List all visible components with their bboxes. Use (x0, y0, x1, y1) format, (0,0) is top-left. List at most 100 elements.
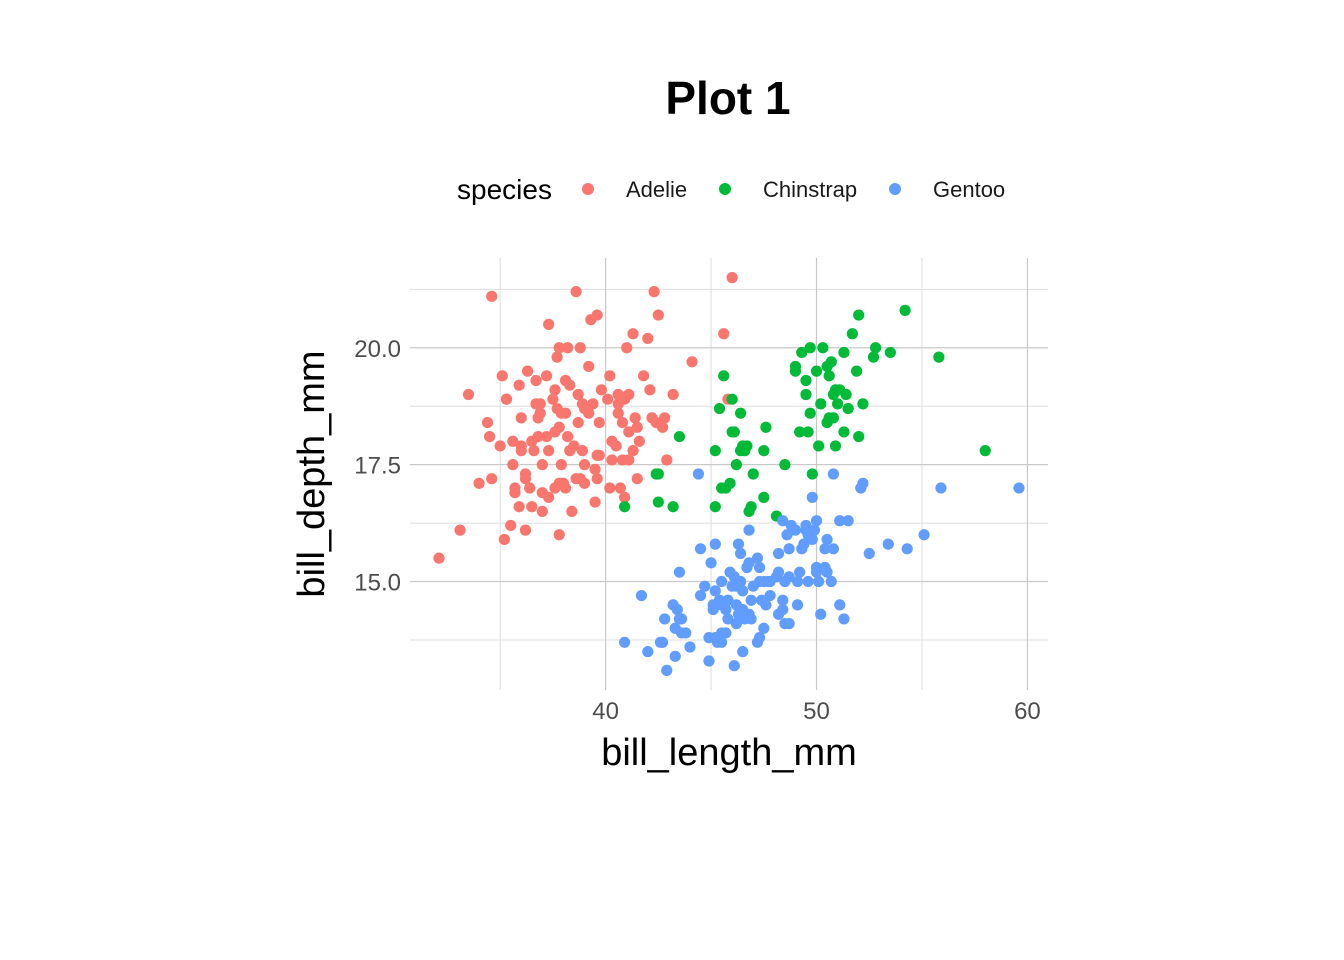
point-adelie (648, 286, 660, 298)
point-adelie (462, 388, 475, 401)
point-gentoo (684, 641, 696, 653)
point-gentoo (726, 580, 738, 592)
point-gentoo (716, 636, 728, 648)
point-gentoo (783, 571, 795, 583)
point-adelie (473, 477, 485, 489)
point-chinstrap (857, 398, 869, 410)
point-gentoo (815, 608, 827, 620)
point-chinstrap (800, 374, 812, 387)
point-adelie (642, 332, 654, 345)
point-gentoo (1013, 482, 1025, 494)
point-chinstrap (933, 351, 945, 363)
point-adelie (566, 505, 578, 518)
point-gentoo (789, 524, 802, 536)
point-adelie (484, 430, 496, 443)
point-chinstrap (619, 501, 631, 513)
point-adelie (559, 407, 572, 419)
point-adelie (494, 440, 506, 452)
point-gentoo (901, 543, 913, 555)
point-gentoo (857, 477, 869, 489)
point-gentoo (764, 589, 776, 602)
point-chinstrap (779, 459, 791, 471)
chart-title: Plot 1 (665, 72, 790, 124)
point-chinstrap (718, 370, 730, 382)
point-adelie (540, 430, 553, 443)
point-gentoo (737, 585, 749, 597)
point-chinstrap (800, 388, 812, 401)
point-gentoo (745, 613, 757, 625)
point-gentoo (661, 664, 673, 676)
point-adelie (661, 454, 673, 466)
point-chinstrap (838, 426, 850, 438)
x-tick-label: 50 (803, 698, 830, 725)
point-adelie (509, 482, 521, 494)
y-axis-ticks: 15.0 17.5 20.0 (354, 336, 401, 597)
point-adelie (606, 454, 618, 466)
point-chinstrap (842, 402, 854, 415)
point-adelie (644, 384, 656, 396)
point-adelie (543, 445, 555, 457)
point-gentoo (720, 603, 732, 616)
point-adelie (631, 421, 643, 433)
point-adelie (659, 412, 671, 424)
point-chinstrap (652, 468, 664, 480)
point-adelie (513, 379, 525, 391)
point-chinstrap (834, 384, 846, 396)
point-adelie (530, 374, 542, 387)
point-chinstrap (741, 440, 753, 452)
point-chinstrap (709, 445, 721, 457)
point-adelie (578, 477, 591, 489)
point-gentoo (810, 515, 823, 527)
point-gentoo (745, 594, 757, 606)
data-points (433, 272, 1025, 676)
point-adelie (576, 398, 589, 410)
point-adelie (496, 370, 508, 382)
point-chinstrap (747, 468, 759, 480)
point-chinstrap (726, 426, 738, 438)
point-adelie (612, 407, 624, 419)
point-gentoo (772, 566, 785, 578)
point-adelie (564, 445, 576, 457)
point-chinstrap (789, 360, 802, 373)
point-gentoo (753, 575, 766, 588)
y-axis-title: bill_depth_mm (291, 350, 333, 597)
point-adelie (667, 388, 679, 401)
point-gentoo (735, 547, 747, 560)
point-gentoo (918, 529, 930, 541)
point-chinstrap (804, 407, 816, 419)
series-gentoo (619, 468, 1025, 676)
point-gentoo (743, 557, 755, 569)
point-gentoo (705, 557, 717, 569)
point-adelie (602, 393, 614, 405)
point-adelie (534, 398, 546, 410)
point-chinstrap (838, 346, 850, 359)
point-gentoo (635, 589, 648, 602)
point-gentoo (798, 538, 810, 550)
point-gentoo (709, 538, 721, 550)
legend-label: Gentoo (933, 177, 1005, 202)
point-adelie (623, 426, 635, 438)
point-adelie (686, 356, 698, 368)
point-adelie (454, 524, 466, 536)
point-adelie (576, 445, 589, 457)
point-adelie (614, 482, 626, 494)
point-chinstrap (817, 342, 829, 354)
point-adelie (515, 440, 527, 452)
point-gentoo (675, 613, 688, 625)
point-gentoo (777, 603, 789, 616)
point-gentoo (716, 575, 728, 588)
point-gentoo (783, 618, 795, 630)
point-gentoo (806, 533, 818, 546)
point-adelie (587, 398, 599, 410)
point-adelie (621, 342, 633, 354)
point-gentoo (821, 533, 833, 546)
point-adelie (583, 360, 595, 373)
point-chinstrap (804, 342, 816, 354)
point-adelie (616, 416, 629, 429)
point-chinstrap (815, 398, 827, 410)
point-chinstrap (802, 426, 814, 438)
point-gentoo (656, 636, 669, 648)
legend-key-gentoo (889, 183, 901, 195)
point-chinstrap (806, 468, 818, 480)
point-gentoo (791, 575, 804, 588)
